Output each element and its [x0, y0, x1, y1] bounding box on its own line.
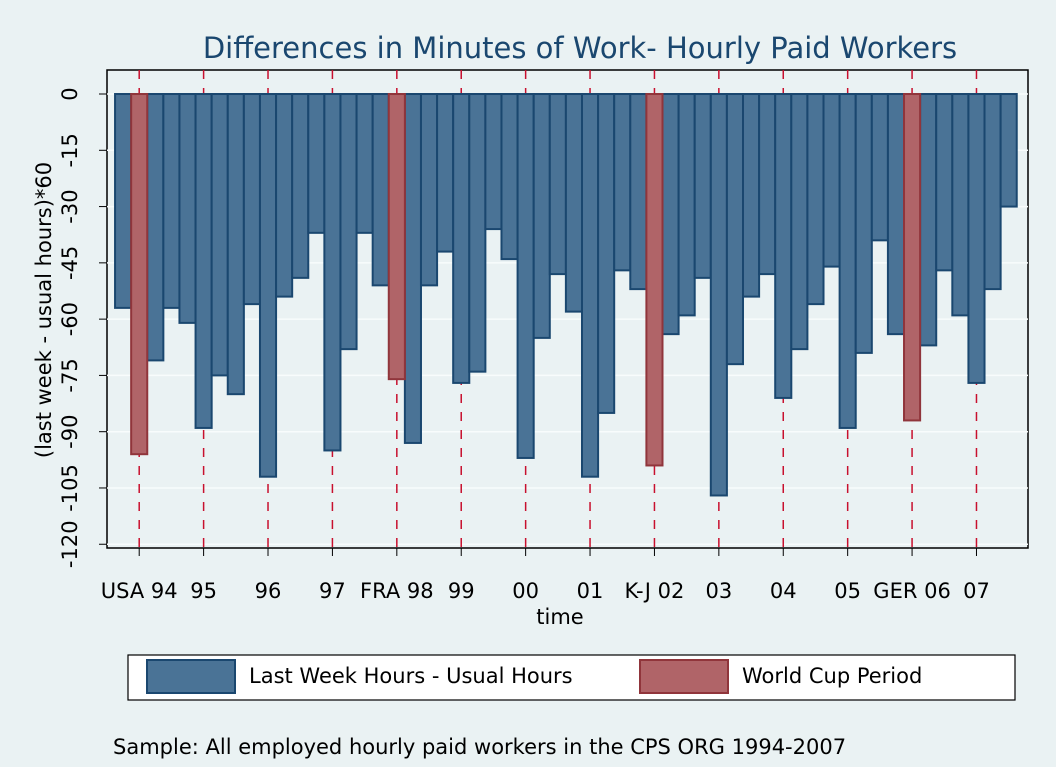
x-tick-label: USA 94 — [101, 579, 178, 603]
bar — [275, 93, 294, 298]
bar — [146, 93, 165, 362]
bar — [919, 93, 938, 347]
bar — [291, 93, 310, 279]
bar — [580, 93, 600, 478]
bar — [484, 93, 503, 231]
bar — [468, 93, 487, 373]
bar — [226, 93, 245, 396]
bar — [403, 93, 422, 444]
legend-label: Last Week Hours - Usual Hours — [249, 664, 573, 688]
bar — [806, 93, 825, 306]
bar — [178, 93, 197, 324]
bar — [130, 93, 149, 456]
bar — [742, 93, 761, 298]
bar — [436, 93, 455, 253]
bar — [903, 93, 922, 422]
bar — [886, 93, 906, 336]
bar — [307, 93, 326, 234]
bar — [258, 93, 278, 478]
bar — [371, 93, 390, 287]
legend — [127, 654, 1016, 701]
x-tick-label: 99 — [448, 579, 475, 603]
y-tick-label: -90 — [58, 415, 82, 449]
bar — [387, 93, 406, 381]
y-tick-label: -60 — [58, 302, 82, 336]
bar — [452, 93, 471, 384]
x-tick-label: 01 — [577, 579, 604, 603]
bar — [500, 93, 519, 261]
bar — [935, 93, 954, 272]
bar — [870, 93, 889, 242]
bar — [114, 93, 133, 309]
x-tick-label: 96 — [255, 579, 282, 603]
bar — [597, 93, 616, 414]
bar — [194, 93, 213, 429]
x-tick-label: FRA 98 — [360, 579, 434, 603]
x-tick-label: GER 06 — [873, 579, 951, 603]
x-tick-label: 00 — [512, 579, 539, 603]
y-axis-title: (last week - usual hours)*60 — [32, 162, 56, 458]
bar — [725, 93, 745, 366]
y-tick-label: 0 — [58, 87, 82, 100]
y-tick-label: -105 — [58, 464, 82, 512]
bar — [983, 93, 1002, 291]
bar — [822, 93, 841, 268]
bar — [838, 93, 857, 429]
bar — [210, 93, 229, 377]
bar — [693, 93, 712, 279]
bar — [162, 93, 181, 309]
bar — [951, 93, 970, 317]
y-tick-label: -75 — [58, 358, 82, 392]
bar — [242, 93, 261, 306]
bar — [677, 93, 696, 317]
bar — [774, 93, 793, 399]
y-tick-label: -30 — [58, 189, 82, 223]
bar — [854, 93, 873, 354]
bar — [355, 93, 374, 234]
bar — [999, 93, 1018, 208]
x-tick-label: 07 — [963, 579, 990, 603]
y-tick-label: -15 — [58, 133, 82, 167]
chart-title: Differences in Minutes of Work- Hourly P… — [203, 31, 957, 65]
bar — [339, 93, 358, 351]
legend-label: World Cup Period — [742, 664, 922, 688]
bar — [548, 93, 567, 276]
bar — [645, 93, 664, 467]
bar — [613, 93, 632, 272]
bar — [661, 93, 680, 336]
y-tick-label: -45 — [58, 246, 82, 280]
bar — [790, 93, 809, 351]
bar — [709, 93, 728, 497]
x-tick-label: 03 — [705, 579, 732, 603]
bar — [323, 93, 342, 452]
legend-swatch — [146, 659, 236, 694]
bar — [516, 93, 535, 459]
x-tick-label: 95 — [190, 579, 217, 603]
bar — [967, 93, 986, 384]
x-tick-label: 97 — [319, 579, 346, 603]
x-tick-label: 04 — [770, 579, 797, 603]
legend-swatch — [639, 659, 729, 694]
bar — [419, 93, 439, 287]
note: Sample: All employed hourly paid workers… — [113, 735, 846, 759]
x-axis-title: time — [536, 605, 583, 629]
x-tick-label: 05 — [834, 579, 861, 603]
x-tick-label: K-J 02 — [624, 579, 684, 603]
bar — [564, 93, 583, 313]
bar — [532, 93, 551, 339]
y-tick-label: -120 — [58, 520, 82, 568]
bar — [629, 93, 648, 291]
bar — [758, 93, 777, 276]
